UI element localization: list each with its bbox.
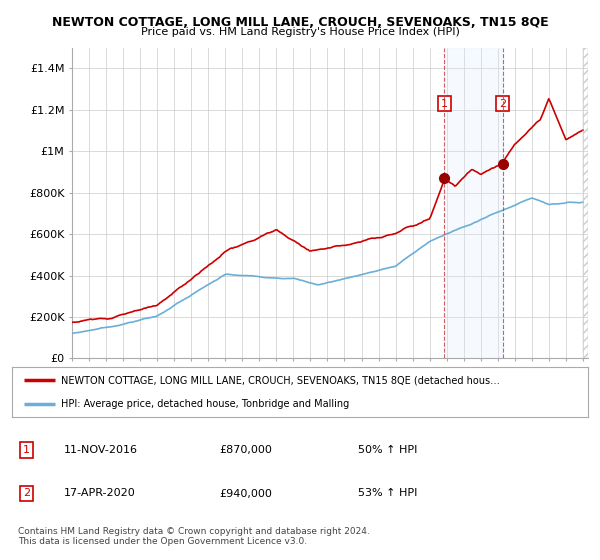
- Text: £870,000: £870,000: [220, 445, 272, 455]
- Text: 17-APR-2020: 17-APR-2020: [64, 488, 136, 498]
- Text: 1: 1: [441, 99, 448, 109]
- Text: HPI: Average price, detached house, Tonbridge and Malling: HPI: Average price, detached house, Tonb…: [61, 399, 349, 409]
- Bar: [445, 48, 503, 358]
- Text: £940,000: £940,000: [220, 488, 272, 498]
- Text: 50% ↑ HPI: 50% ↑ HPI: [358, 445, 417, 455]
- Text: 2: 2: [23, 488, 30, 498]
- Text: Price paid vs. HM Land Registry's House Price Index (HPI): Price paid vs. HM Land Registry's House …: [140, 27, 460, 37]
- Text: NEWTON COTTAGE, LONG MILL LANE, CROUCH, SEVENOAKS, TN15 8QE (detached hous…: NEWTON COTTAGE, LONG MILL LANE, CROUCH, …: [61, 375, 500, 385]
- Text: 11-NOV-2016: 11-NOV-2016: [64, 445, 138, 455]
- Text: NEWTON COTTAGE, LONG MILL LANE, CROUCH, SEVENOAKS, TN15 8QE: NEWTON COTTAGE, LONG MILL LANE, CROUCH, …: [52, 16, 548, 29]
- Text: Contains HM Land Registry data © Crown copyright and database right 2024.
This d: Contains HM Land Registry data © Crown c…: [18, 526, 370, 546]
- Text: 53% ↑ HPI: 53% ↑ HPI: [358, 488, 417, 498]
- Text: 1: 1: [23, 445, 30, 455]
- Text: 2: 2: [499, 99, 506, 109]
